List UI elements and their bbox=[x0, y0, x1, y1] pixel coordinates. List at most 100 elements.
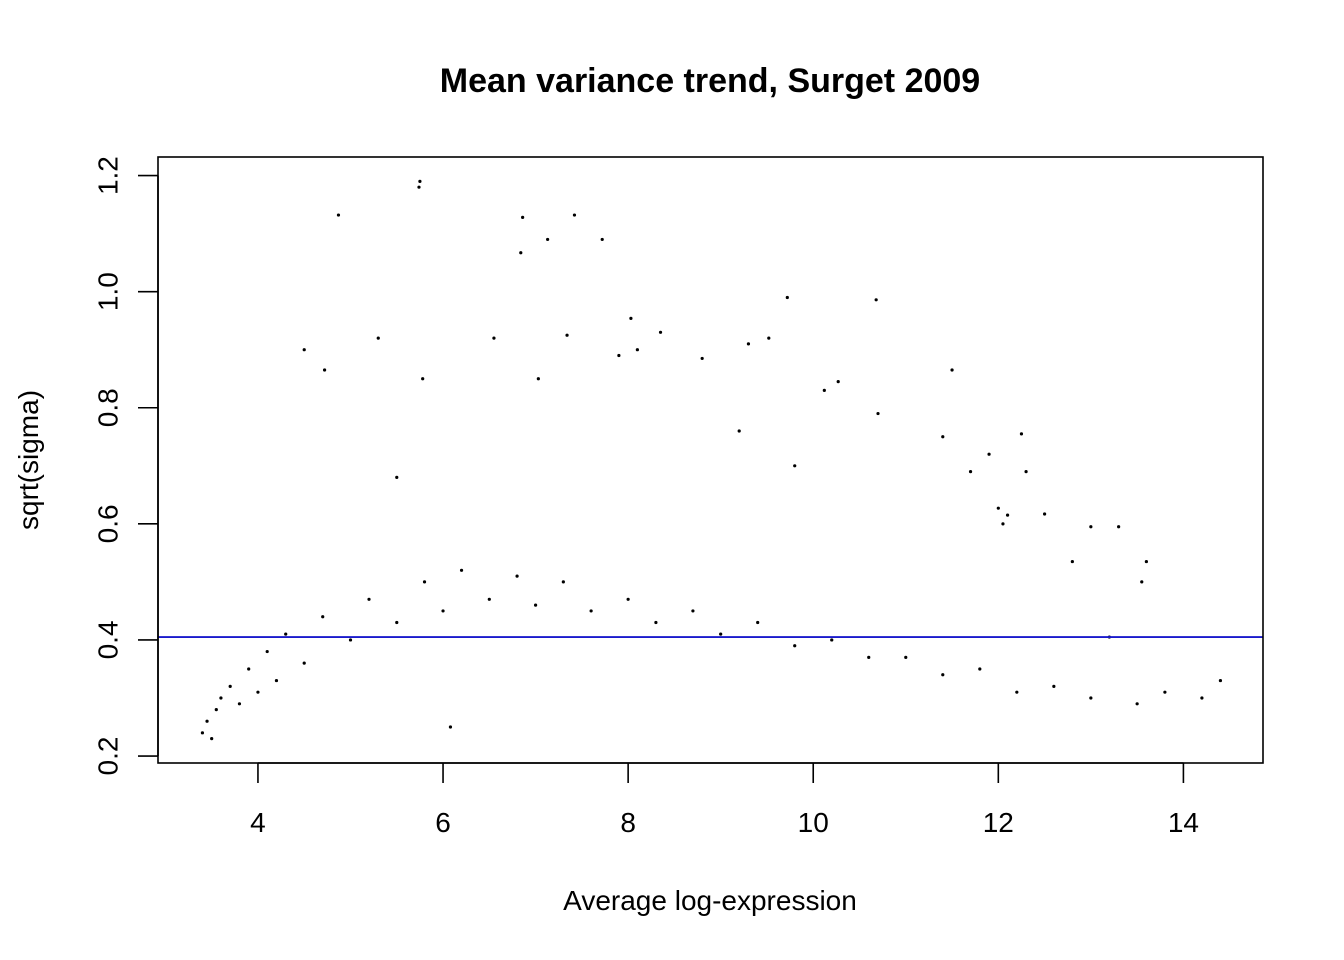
scatter-point bbox=[793, 644, 797, 648]
scatter-point bbox=[422, 580, 427, 584]
scatter-point bbox=[1005, 513, 1010, 517]
scatter-point bbox=[1070, 559, 1074, 564]
scatter-point bbox=[200, 731, 205, 735]
scatter-point bbox=[459, 568, 464, 572]
scatter-point bbox=[1019, 432, 1024, 436]
scatter-point bbox=[1024, 470, 1028, 474]
scatter-point bbox=[719, 632, 723, 636]
scatter-point bbox=[487, 597, 491, 601]
scatter-point bbox=[376, 336, 380, 340]
scatter-point bbox=[737, 429, 741, 433]
scatter-point bbox=[237, 702, 242, 706]
y-axis: 0.2 0.4 0.6 0.8 1.0 1.2 bbox=[92, 156, 159, 776]
scatter-point bbox=[533, 603, 538, 607]
y-tick-label: 0.4 bbox=[92, 620, 123, 659]
scatter-point bbox=[1135, 702, 1139, 706]
y-tick-label: 1.0 bbox=[92, 272, 123, 311]
scatter-point bbox=[367, 597, 371, 601]
scatter-point bbox=[321, 615, 325, 619]
scatter-point bbox=[265, 649, 269, 654]
scatter-point bbox=[519, 251, 523, 255]
scatter-point bbox=[515, 574, 519, 578]
y-tick-label: 0.8 bbox=[92, 388, 123, 427]
x-tick-label: 12 bbox=[983, 807, 1014, 838]
scatter-point bbox=[284, 632, 288, 636]
scatter-point bbox=[521, 215, 525, 219]
scatter-point bbox=[654, 620, 658, 625]
scatter-point bbox=[874, 298, 878, 302]
scatter-point bbox=[561, 580, 565, 584]
scatter-point bbox=[691, 609, 695, 613]
scatter-point bbox=[322, 368, 327, 372]
scatter-point bbox=[626, 597, 630, 601]
x-axis-label: Average log-expression bbox=[563, 885, 857, 916]
scatter-point bbox=[1200, 696, 1204, 700]
scatter-point bbox=[247, 667, 251, 671]
y-tick-label: 0.6 bbox=[92, 504, 123, 543]
scatter-point bbox=[876, 411, 880, 416]
x-tick-label: 8 bbox=[620, 807, 636, 838]
scatter-points bbox=[200, 179, 1223, 741]
scatter-point bbox=[1163, 690, 1167, 694]
scatter-point bbox=[205, 719, 209, 723]
scatter-point bbox=[941, 435, 945, 439]
scatter-point bbox=[822, 388, 826, 392]
scatter-point bbox=[417, 185, 421, 189]
scatter-point bbox=[600, 237, 604, 242]
scatter-point bbox=[395, 475, 399, 480]
scatter-point bbox=[448, 725, 453, 729]
scatter-point bbox=[348, 638, 353, 642]
scatter-point bbox=[830, 638, 834, 642]
scatter-point bbox=[1140, 580, 1144, 584]
scatter-point bbox=[228, 684, 232, 688]
scatter-point bbox=[978, 667, 982, 671]
scatter-point bbox=[635, 348, 639, 352]
scatter-point bbox=[904, 655, 908, 659]
scatter-point bbox=[1089, 525, 1093, 529]
scatter-point bbox=[302, 348, 306, 352]
scatter-point bbox=[629, 316, 633, 320]
scatter-point bbox=[746, 342, 751, 346]
scatter-point bbox=[219, 696, 223, 700]
scatter-point bbox=[950, 368, 954, 372]
scatter-point bbox=[1218, 678, 1223, 683]
scatter-point bbox=[210, 737, 214, 741]
y-axis-label: sqrt(sigma) bbox=[13, 390, 44, 530]
scatter-point bbox=[546, 237, 550, 242]
x-axis: 4 6 8 10 12 14 bbox=[250, 762, 1199, 838]
scatter-point bbox=[996, 506, 1000, 510]
scatter-point bbox=[565, 333, 569, 337]
x-tick-label: 6 bbox=[435, 807, 451, 838]
y-tick-label: 1.2 bbox=[92, 156, 123, 195]
scatter-point bbox=[1144, 559, 1148, 564]
scatter-point bbox=[867, 655, 871, 659]
scatter-point bbox=[536, 377, 540, 381]
scatter-point bbox=[767, 336, 771, 340]
scatter-point bbox=[418, 179, 422, 183]
x-tick-label: 14 bbox=[1168, 807, 1199, 838]
plot-frame bbox=[157, 156, 1264, 764]
scatter-point bbox=[1015, 690, 1019, 694]
scatter-point bbox=[1042, 512, 1047, 516]
x-tick-label: 4 bbox=[250, 807, 266, 838]
scatter-point bbox=[1117, 525, 1121, 529]
scatter-point bbox=[421, 377, 425, 381]
scatter-point bbox=[572, 213, 577, 217]
y-tick-label: 0.2 bbox=[92, 737, 123, 776]
scatter-point bbox=[968, 470, 973, 474]
scatter-point bbox=[1001, 522, 1005, 526]
scatter-point bbox=[214, 708, 218, 712]
scatter-point bbox=[589, 609, 593, 613]
scatter-point bbox=[793, 464, 797, 468]
scatter-point bbox=[492, 336, 496, 340]
scatter-point bbox=[658, 330, 663, 334]
scatter-point bbox=[1089, 696, 1093, 700]
scatter-point bbox=[785, 295, 789, 300]
scatter-point bbox=[700, 356, 704, 361]
scatter-point bbox=[756, 620, 760, 625]
scatter-point bbox=[836, 380, 840, 384]
scatter-point bbox=[941, 673, 945, 677]
scatter-point bbox=[617, 353, 621, 358]
scatter-point bbox=[987, 452, 991, 456]
